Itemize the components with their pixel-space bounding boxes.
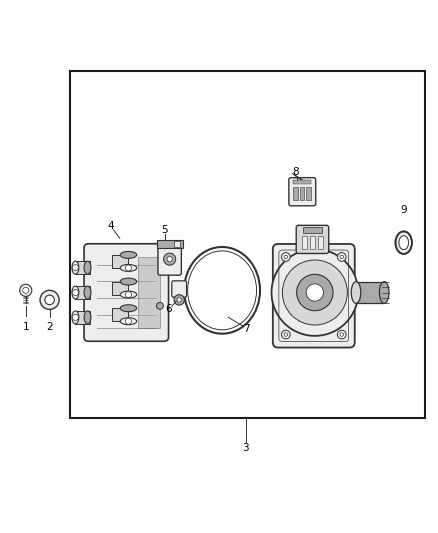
Bar — [317, 236, 322, 249]
FancyBboxPatch shape — [288, 177, 315, 206]
Text: 5: 5 — [161, 224, 167, 235]
Bar — [138, 257, 160, 328]
Circle shape — [125, 318, 131, 324]
Ellipse shape — [84, 286, 91, 299]
Ellipse shape — [120, 291, 136, 298]
Circle shape — [163, 253, 175, 265]
Circle shape — [337, 330, 345, 339]
Bar — [112, 281, 128, 295]
Bar — [156, 240, 182, 248]
Bar — [355, 281, 383, 303]
Bar — [299, 187, 304, 200]
Circle shape — [23, 287, 29, 293]
FancyBboxPatch shape — [171, 281, 186, 297]
Circle shape — [281, 330, 290, 339]
Bar — [112, 308, 128, 321]
Circle shape — [125, 292, 131, 297]
Text: 3: 3 — [242, 443, 248, 453]
Bar — [75, 261, 89, 274]
Text: 1: 1 — [22, 321, 29, 332]
Text: 9: 9 — [399, 205, 406, 215]
Circle shape — [72, 289, 78, 295]
Ellipse shape — [120, 252, 136, 259]
Text: 4: 4 — [107, 221, 113, 231]
Circle shape — [283, 333, 287, 336]
Circle shape — [156, 302, 163, 309]
Bar — [305, 187, 310, 200]
Text: 2: 2 — [46, 322, 53, 333]
Circle shape — [167, 256, 172, 262]
Circle shape — [283, 255, 287, 259]
Bar — [173, 241, 180, 247]
Ellipse shape — [350, 281, 360, 303]
Ellipse shape — [395, 231, 411, 254]
Circle shape — [177, 298, 181, 302]
Circle shape — [339, 333, 343, 336]
FancyBboxPatch shape — [84, 244, 168, 341]
Ellipse shape — [72, 286, 79, 299]
Bar — [302, 228, 321, 233]
Ellipse shape — [120, 278, 136, 285]
Ellipse shape — [72, 261, 79, 274]
Ellipse shape — [120, 318, 136, 325]
Circle shape — [125, 265, 131, 271]
Bar — [293, 180, 311, 184]
Circle shape — [72, 314, 78, 320]
Bar — [75, 311, 89, 324]
Circle shape — [281, 253, 290, 261]
Text: 8: 8 — [291, 167, 298, 177]
Bar — [293, 187, 297, 200]
Circle shape — [173, 295, 184, 305]
Text: 6: 6 — [165, 304, 172, 314]
FancyBboxPatch shape — [272, 244, 354, 348]
Ellipse shape — [120, 305, 136, 312]
Ellipse shape — [378, 281, 388, 303]
Ellipse shape — [84, 311, 91, 324]
FancyBboxPatch shape — [158, 243, 181, 275]
Ellipse shape — [84, 261, 91, 274]
Circle shape — [20, 284, 32, 296]
Bar — [75, 286, 89, 299]
Circle shape — [45, 295, 54, 305]
Bar — [112, 255, 128, 268]
Circle shape — [271, 249, 357, 336]
Circle shape — [339, 255, 343, 259]
Ellipse shape — [398, 236, 407, 249]
FancyBboxPatch shape — [296, 225, 328, 254]
Circle shape — [72, 264, 78, 271]
Circle shape — [40, 290, 59, 310]
Ellipse shape — [120, 264, 136, 271]
Circle shape — [337, 253, 345, 261]
Bar — [70, 71, 424, 418]
Text: 7: 7 — [243, 324, 250, 334]
Bar — [309, 236, 314, 249]
Circle shape — [305, 284, 323, 301]
Circle shape — [282, 260, 346, 325]
Bar — [302, 236, 307, 249]
Circle shape — [296, 274, 332, 311]
Ellipse shape — [72, 311, 79, 324]
